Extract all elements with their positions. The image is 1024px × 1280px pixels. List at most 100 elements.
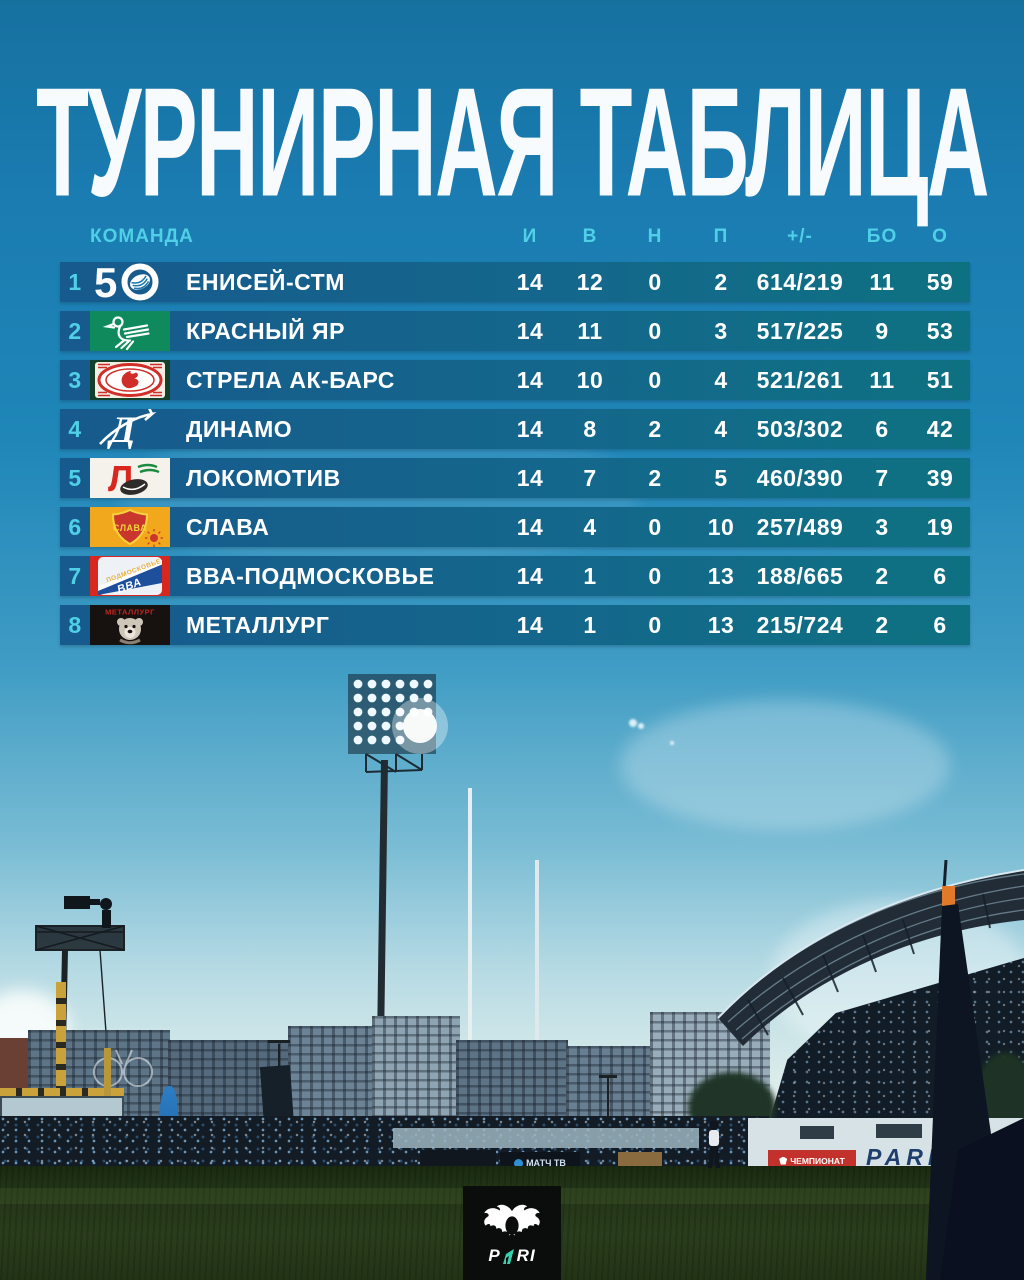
team-logo-lokomotiv: Л	[90, 458, 170, 498]
goal-frame-bar	[0, 1088, 124, 1096]
table-row: 2 КРАСНЫЙ ЯР 14 11 0 3 517/225	[60, 311, 970, 351]
ad-text: ЧЕМПИОНАТ	[790, 1155, 845, 1166]
stat-points: 19	[926, 513, 954, 540]
row-position: 3	[68, 366, 82, 393]
lens-flare	[629, 719, 637, 727]
stat-draws: 0	[648, 562, 662, 589]
stat-points: 59	[926, 268, 954, 295]
column-header-played: И	[522, 226, 538, 247]
svg-text:Д: Д	[107, 410, 137, 449]
stat-played: 14	[516, 268, 544, 295]
stat-diff: 257/489	[756, 513, 844, 540]
team-name: ДИНАМО	[186, 415, 293, 442]
stat-wins: 11	[577, 317, 603, 344]
table-row: 3 СТРЕЛА АК-БАРС 14 10 0 4 521/261 1	[60, 360, 970, 400]
stat-wins: 4	[583, 513, 597, 540]
team-name: ЛОКОМОТИВ	[186, 464, 341, 491]
stat-draws: 0	[648, 317, 662, 344]
goal-frame-post	[56, 982, 66, 1094]
table-row: 5 Л ЛОКОМОТИВ 14 7 2 5 460/390 7 39	[60, 458, 970, 498]
row-position: 7	[68, 562, 82, 589]
stat-bonus: 11	[869, 268, 895, 295]
fence	[393, 1128, 699, 1148]
ad-board-championat: ЧЕМПИОНАТ	[768, 1150, 856, 1171]
stat-diff: 521/261	[756, 366, 844, 393]
row-position: 2	[68, 317, 82, 344]
stat-losses: 2	[714, 268, 728, 295]
standings-table: КОМАНДА И В Н П +/- БО О 1 5	[60, 222, 970, 654]
table-row: 1 5 ЕНИСЕЙ-СТМ 14 12 0 2 614/219 11 59	[60, 262, 970, 302]
stat-bonus: 2	[875, 562, 889, 589]
stat-draws: 0	[648, 268, 662, 295]
stat-losses: 3	[714, 317, 728, 344]
pari-eagle-icon	[484, 1204, 540, 1236]
stat-losses: 4	[714, 415, 728, 442]
stat-bonus: 3	[875, 513, 889, 540]
lens-flare	[670, 741, 674, 745]
team-name: ЕНИСЕЙ-СТМ	[186, 268, 345, 295]
stat-losses: 10	[707, 513, 735, 540]
stat-bonus: 6	[875, 415, 889, 442]
stat-points: 6	[933, 562, 947, 589]
stat-played: 14	[516, 611, 544, 638]
stat-losses: 5	[714, 464, 728, 491]
stat-draws: 0	[648, 513, 662, 540]
corner-pylon	[926, 860, 1024, 1280]
person	[708, 1120, 720, 1168]
stat-played: 14	[516, 513, 544, 540]
logo-text-metallurg: МЕТАЛЛУРГ	[105, 608, 155, 617]
lens-flare	[638, 723, 644, 729]
page-title: ТУРНИРНАЯ ТАБЛИЦА	[36, 56, 989, 230]
team-name: КРАСНЫЙ ЯР	[186, 317, 345, 344]
stat-draws: 2	[648, 464, 662, 491]
goal-post	[468, 788, 472, 1168]
stat-bonus: 9	[875, 317, 889, 344]
column-header-wins: В	[582, 226, 598, 247]
row-position: 1	[68, 268, 82, 295]
table-header: КОМАНДА И В Н П +/- БО О	[60, 222, 970, 252]
column-header-team: КОМАНДА	[90, 226, 194, 247]
stat-points: 51	[926, 366, 954, 393]
pari-letter-p: P	[488, 1246, 501, 1265]
row-position: 6	[68, 513, 82, 540]
ad-text: МАТЧ ТВ	[526, 1158, 566, 1168]
stat-diff: 460/390	[756, 464, 844, 491]
table-row: 8 МЕТАЛЛУРГ МЕТАЛЛУРГ 14 1 0	[60, 605, 970, 645]
table-row: 7 ПОДМОСКОВЬЕ ВВА ВВА-ПОДМОСКОВЬЕ 14 1 0…	[60, 556, 970, 596]
team-logo-metallurg: МЕТАЛЛУРГ	[90, 605, 170, 645]
cloud	[620, 700, 950, 830]
stat-diff: 215/724	[756, 611, 844, 638]
stat-played: 14	[516, 464, 544, 491]
pari-letters-ri: RI	[516, 1246, 536, 1265]
street-lamp-head	[268, 1040, 290, 1043]
stat-draws: 2	[648, 415, 662, 442]
stat-bonus: 7	[875, 464, 889, 491]
stat-losses: 13	[707, 562, 735, 589]
team-logo-krasny-yar	[90, 311, 170, 351]
ad-pari-wall: PARI	[866, 1144, 940, 1170]
stat-played: 14	[516, 562, 544, 589]
stat-bonus: 11	[869, 366, 895, 393]
championat-icon	[779, 1156, 788, 1165]
stat-points: 6	[933, 611, 947, 638]
stat-points: 42	[926, 415, 954, 442]
column-header-bonus: БО	[866, 226, 898, 247]
building-window	[876, 1124, 922, 1138]
table-row: 6 СЛАВА СЛАВА 14 4 0 10 257/489 3 19	[60, 507, 970, 547]
column-header-draws: Н	[647, 226, 663, 247]
camera-platform	[35, 896, 125, 951]
stat-wins: 8	[583, 415, 597, 442]
stat-wins: 12	[576, 268, 604, 295]
stat-wins: 10	[576, 366, 604, 393]
stat-wins: 1	[583, 562, 597, 589]
building-window	[800, 1126, 834, 1139]
team-logo-dinamo: Д	[90, 409, 170, 449]
team-name: СТРЕЛА АК-БАРС	[186, 366, 395, 393]
street-lamp-head	[599, 1075, 617, 1078]
stat-wins: 1	[583, 611, 597, 638]
stat-diff: 517/225	[756, 317, 844, 344]
stat-played: 14	[516, 366, 544, 393]
stat-diff: 503/302	[756, 415, 844, 442]
street-lamp	[607, 1078, 609, 1136]
